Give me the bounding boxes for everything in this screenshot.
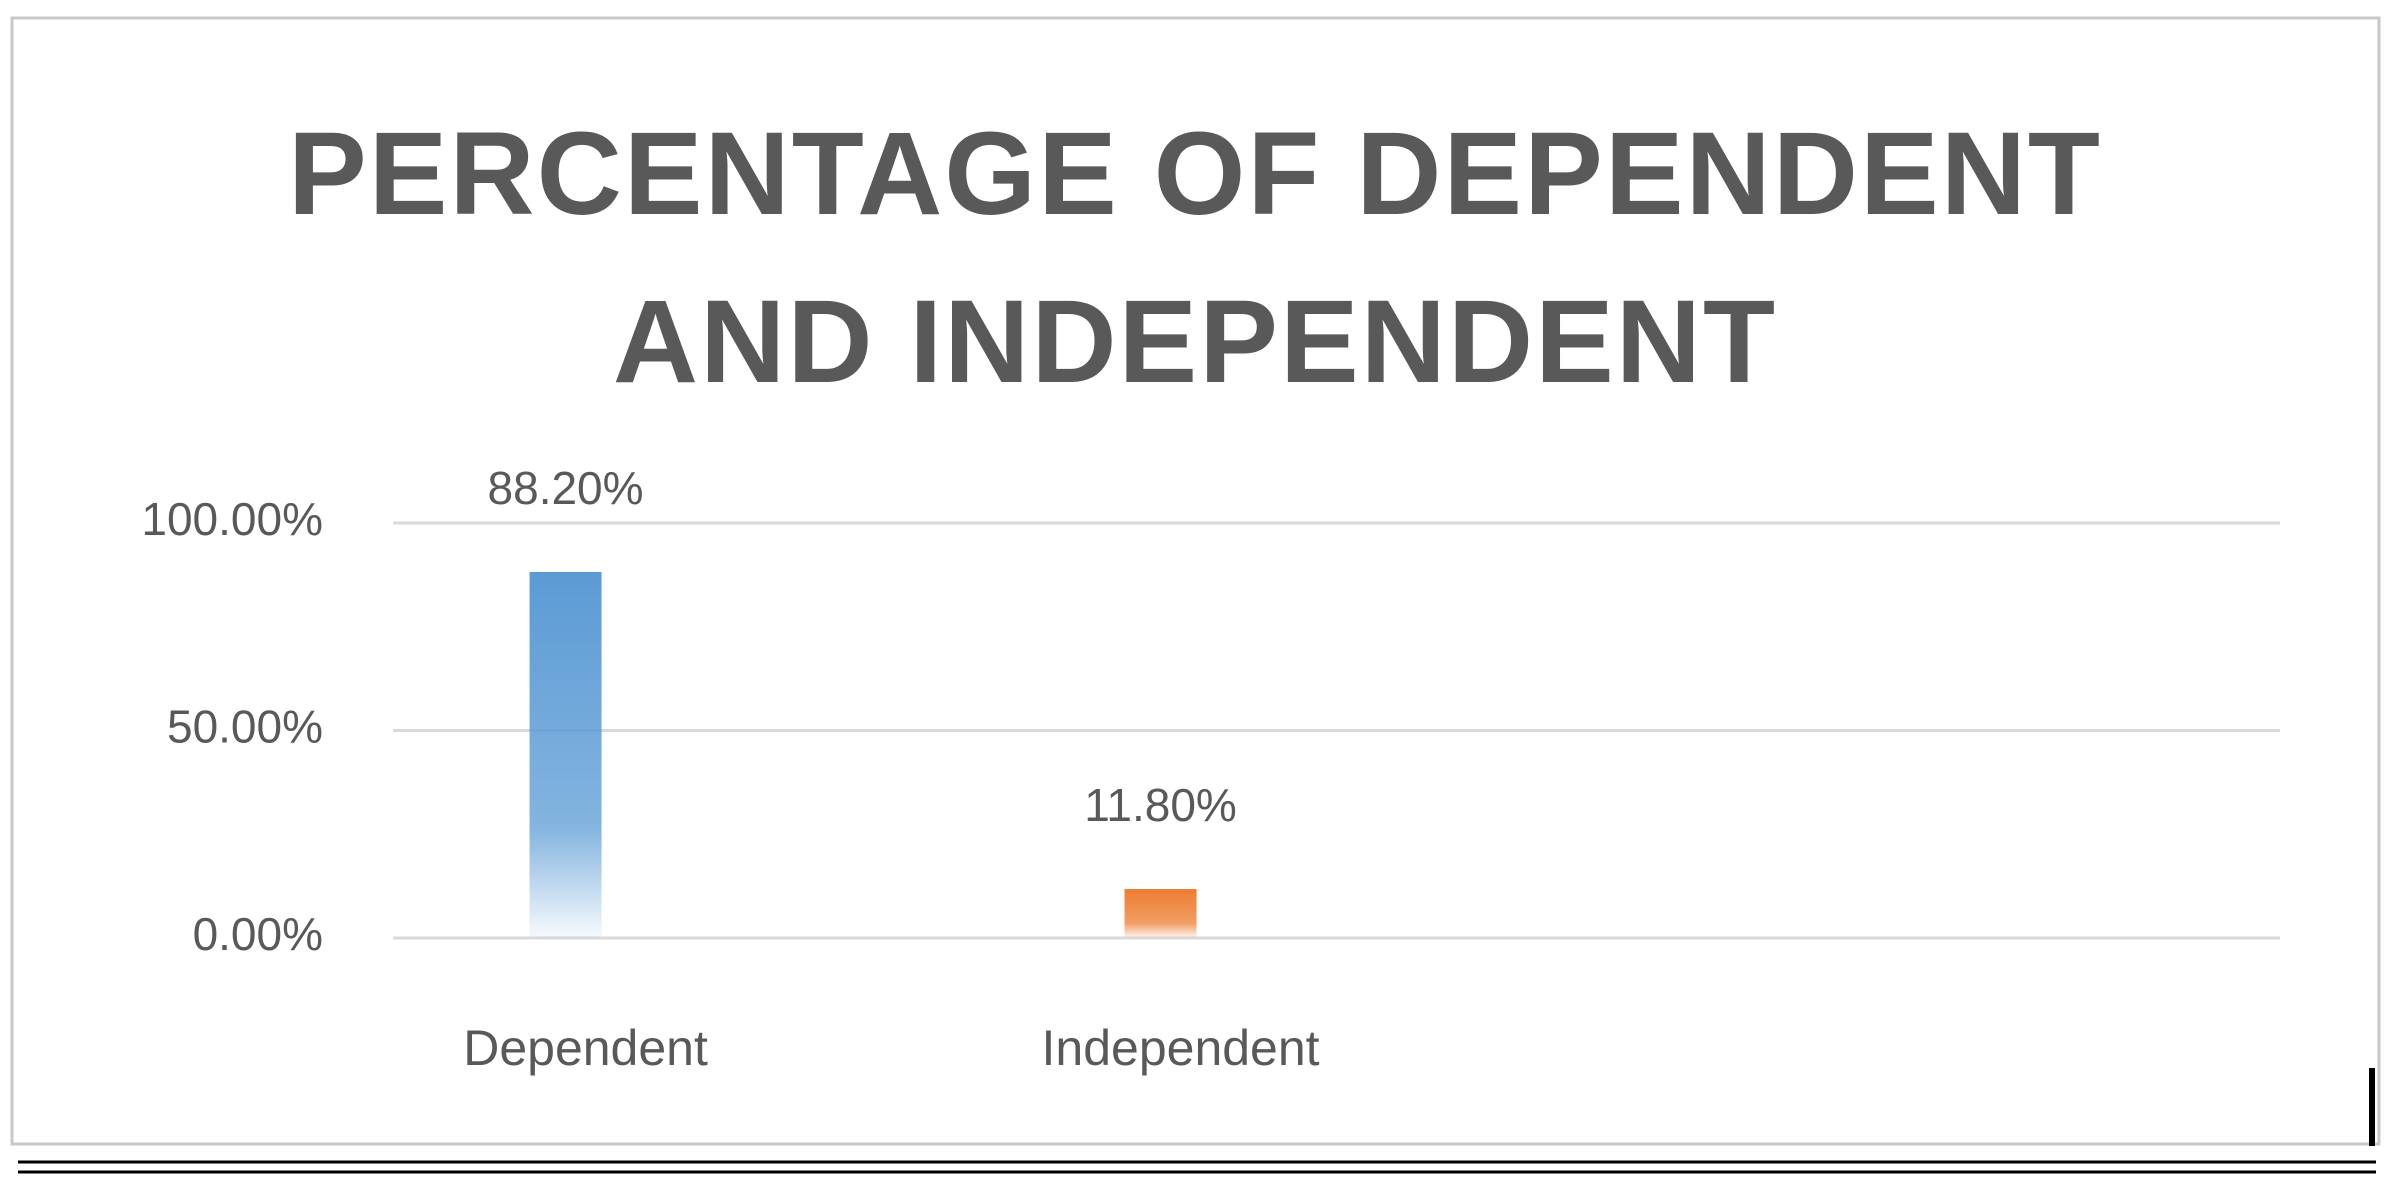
bar bbox=[529, 571, 602, 938]
y-tick-label: 0.00% bbox=[193, 908, 323, 960]
y-tick-label: 50.00% bbox=[167, 701, 323, 753]
x-tick-label: Independent bbox=[1042, 1020, 1320, 1076]
value-label: 88.20% bbox=[488, 462, 644, 514]
chart-border bbox=[10, 16, 2381, 1146]
chart-title: PERCENTAGE OF DEPENDENT AND INDEPENDENT bbox=[288, 108, 2102, 408]
y-tick-label: 100.00% bbox=[141, 493, 323, 545]
x-tick-label: Dependent bbox=[463, 1020, 708, 1076]
bar bbox=[1124, 889, 1197, 938]
value-label: 11.80% bbox=[1084, 779, 1237, 831]
